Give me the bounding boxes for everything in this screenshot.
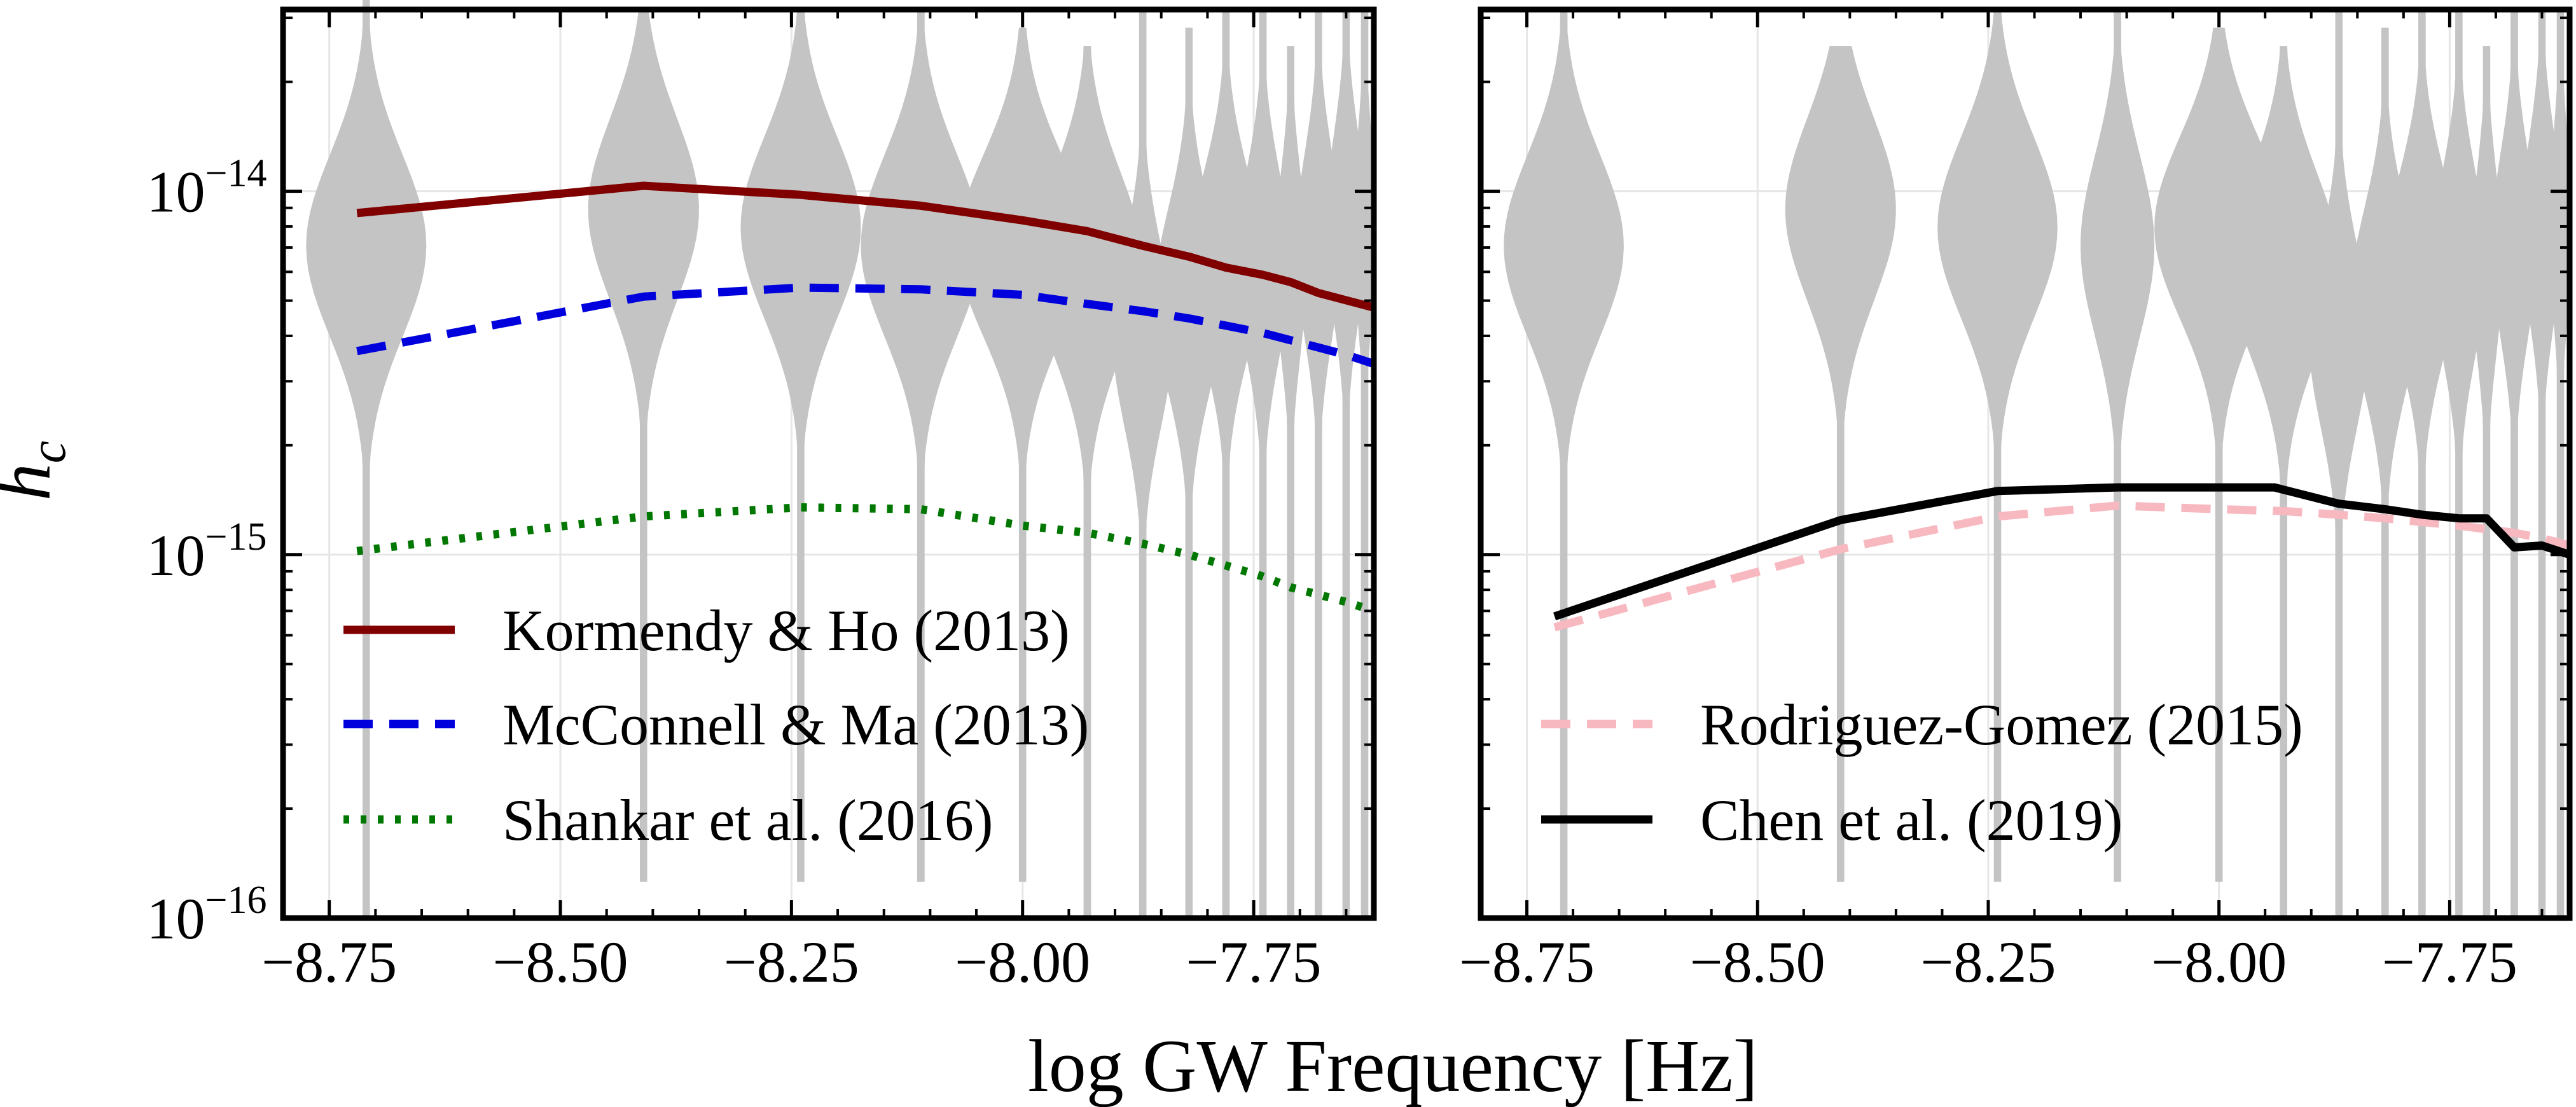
series-lines bbox=[1553, 483, 2570, 632]
ticks bbox=[282, 10, 1374, 920]
violin bbox=[1112, 10, 1173, 918]
violin bbox=[2431, 10, 2487, 918]
x-tick-label: −8.75 bbox=[1459, 929, 1595, 994]
series-line bbox=[356, 283, 1374, 368]
violin bbox=[2228, 46, 2339, 919]
ticks bbox=[1479, 10, 2570, 920]
x-tick-label: −8.75 bbox=[261, 929, 397, 994]
violin bbox=[2081, 10, 2155, 882]
x-axis-title: log GW Frequency [Hz] bbox=[1028, 1024, 1758, 1107]
x-tick-label: −7.75 bbox=[1186, 929, 1322, 994]
x-tick-label: −8.50 bbox=[493, 929, 628, 994]
legend: Kormendy & Ho (2013) McConnell & Ma (2013… bbox=[343, 598, 1089, 853]
y-tick-label: 10−14 bbox=[147, 152, 267, 225]
x-tick-label: −8.50 bbox=[1690, 929, 1825, 994]
y-axis-title-subscript: c bbox=[20, 441, 76, 464]
y-tick-label: 10−15 bbox=[147, 515, 267, 588]
violin bbox=[1353, 10, 1376, 918]
x-tick-label: −7.75 bbox=[2382, 929, 2517, 994]
axes-frame bbox=[280, 6, 1377, 921]
x-tick-label: −8.00 bbox=[955, 929, 1090, 994]
series-lines bbox=[356, 181, 1374, 615]
y-axis-title-main: h bbox=[0, 463, 66, 501]
legend-label: Shankar et al. (2016) bbox=[502, 788, 994, 853]
violin bbox=[306, 0, 427, 918]
legend-label: Kormendy & Ho (2013) bbox=[502, 598, 1070, 663]
series-line bbox=[1553, 501, 2570, 632]
axes-frame bbox=[1478, 6, 2573, 921]
violin bbox=[1032, 46, 1143, 919]
violin bbox=[1937, 10, 2058, 882]
series-line bbox=[1553, 483, 2570, 621]
violin bbox=[1785, 46, 1896, 882]
legend: Rodriguez-Gomez (2015) Chen et al. (2019) bbox=[1541, 692, 2303, 853]
violin bbox=[1504, 10, 1624, 918]
violin bbox=[2309, 10, 2369, 918]
legend-label: McConnell & Ma (2013) bbox=[502, 692, 1089, 757]
violins bbox=[306, 0, 1376, 919]
x-tick-label: −8.25 bbox=[724, 929, 859, 994]
series-line bbox=[356, 503, 1374, 615]
series-line bbox=[356, 181, 1374, 312]
violin bbox=[861, 10, 981, 882]
violin bbox=[588, 10, 699, 882]
violin bbox=[1235, 10, 1291, 918]
axis-titles: hc log GW Frequency [Hz] bbox=[0, 441, 1758, 1107]
x-tick-label: −8.25 bbox=[1921, 929, 2056, 994]
violin bbox=[2549, 10, 2572, 918]
panel-right: −8.75 −8.50 −8.25 −8.00 −7.75 Rodriguez-Gomez… bbox=[1459, 6, 2573, 994]
violin bbox=[740, 10, 861, 882]
y-tick-label: 10−16 bbox=[147, 879, 267, 951]
violins bbox=[1504, 10, 2572, 919]
legend-label: Rodriguez-Gomez (2015) bbox=[1700, 692, 2303, 757]
x-tick-label: −8.00 bbox=[2151, 929, 2287, 994]
legend-label: Chen et al. (2019) bbox=[1700, 788, 2122, 853]
panel-left: −8.75 −8.50 −8.25 −8.00 −7.75 10−16 10−15 10−14… bbox=[147, 0, 1377, 994]
y-axis-title: hc bbox=[0, 441, 76, 501]
